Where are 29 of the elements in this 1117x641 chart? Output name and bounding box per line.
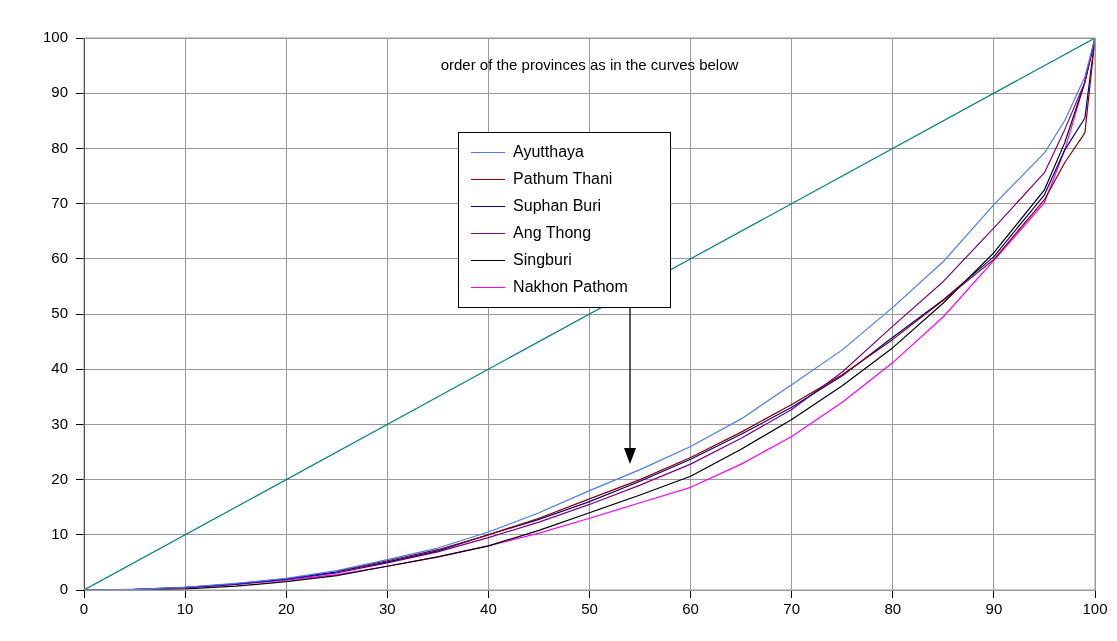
legend-label: Nakhon Pathom [513, 278, 629, 297]
y-tick-label: 60 [51, 248, 69, 266]
y-tick-label: 80 [51, 138, 69, 156]
y-tick-label: 30 [51, 414, 69, 432]
legend-label: Ang Thong [513, 224, 593, 243]
x-tick-label: 70 [783, 600, 801, 618]
x-tick-label: 60 [682, 600, 699, 618]
x-tick-label: 0 [79, 600, 89, 618]
x-tick-label: 20 [277, 600, 295, 618]
annotation: order of the provinces as in the curves below [440, 56, 739, 73]
x-tick-label: 100 [1082, 600, 1108, 618]
legend-label: Suphan Buri [513, 197, 603, 216]
x-tick-label: 50 [581, 600, 598, 618]
legend-label: Pathum Thani [513, 170, 614, 189]
y-tick-label: 50 [51, 304, 69, 322]
x-tick-label: 90 [985, 600, 1003, 618]
legend-label: Ayutthaya [513, 143, 585, 162]
x-tick-label: 10 [176, 600, 194, 618]
y-tick-label: 70 [51, 193, 69, 211]
y-tick-label: 20 [51, 469, 69, 487]
y-tick-label: 40 [51, 359, 69, 377]
x-tick-label: 40 [480, 600, 497, 618]
y-tick-label: 0 [59, 580, 69, 598]
legend-label: Singburi [513, 251, 573, 270]
y-tick-label: 10 [51, 524, 69, 542]
x-tick-label: 80 [884, 600, 902, 618]
y-tick-label: 100 [43, 28, 69, 46]
y-tick-label: 90 [51, 83, 69, 101]
x-tick-label: 30 [378, 600, 396, 618]
